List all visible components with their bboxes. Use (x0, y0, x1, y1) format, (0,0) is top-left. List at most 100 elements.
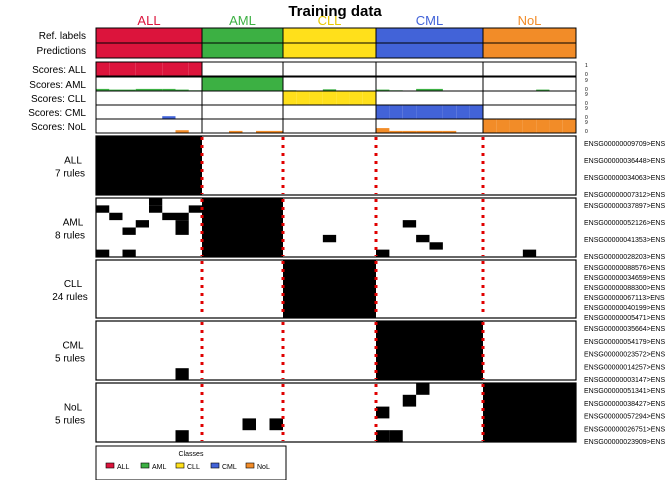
rule-block-fill-nol (483, 383, 576, 442)
score-tick-max: 9 (585, 120, 588, 126)
rule-id: ENSG00000037897>ENS (584, 203, 665, 210)
score-bar (322, 91, 337, 105)
rule-id: ENSG00000028203>ENS (584, 254, 665, 261)
rule-id: ENSG00000088300>ENS (584, 285, 665, 292)
legend-swatch-cml (210, 462, 220, 469)
rule-id: ENSG00000034063>ENS (584, 175, 665, 182)
class-header-all: ALL (137, 13, 160, 28)
rule-cell (175, 227, 189, 235)
score-bar (376, 89, 390, 91)
ref-labels-cell-aml (201, 27, 284, 44)
score-tick-max: 9 (585, 78, 588, 84)
score-bar (402, 105, 417, 119)
ref-labels-cell-cll (282, 27, 377, 44)
score-bar (429, 130, 443, 133)
predictions-cell-cll (282, 42, 377, 59)
score-cell-frame (282, 118, 377, 134)
rule-cell (416, 234, 430, 243)
score-tick-min: 0 (585, 115, 588, 121)
rule-id: ENSG00000057294>ENS (584, 414, 665, 421)
score-cell-frame (201, 61, 284, 77)
legend-swatch-cll (175, 462, 185, 469)
rule-id: ENSG00000034659>ENS (584, 275, 665, 282)
score-bar (122, 89, 136, 91)
score-bar (229, 130, 243, 133)
score-bar (202, 77, 216, 91)
score-bar (402, 130, 417, 133)
score-bar (469, 105, 483, 119)
score-bar (96, 88, 110, 91)
rule-cell (162, 212, 176, 221)
rule-id: ENSG00000005471>ENS (584, 315, 665, 322)
score-bar (269, 130, 283, 133)
rule-cell (96, 249, 110, 257)
score-bar (483, 119, 497, 133)
score-cell-frame (282, 76, 377, 92)
score-bar (109, 89, 123, 91)
score-bar (416, 88, 430, 91)
legend-swatch-aml (140, 462, 150, 469)
score-bar (175, 130, 189, 133)
rule-block-fill-cll (283, 260, 376, 318)
rule-id: ENSG00000041353>ENS (584, 237, 665, 244)
rule-id: ENSG00000088576>ENS (584, 265, 665, 272)
score-cell-frame (482, 104, 577, 120)
chart-title: Training data (288, 3, 382, 20)
rule-id: ENSG00000067113>ENS (584, 295, 665, 302)
score-bar (175, 62, 189, 76)
score-cell-frame (482, 90, 577, 106)
rule-block-frame (95, 135, 577, 196)
rule-id: ENSG00000026751>ENS (584, 426, 665, 433)
rule-block-fill-cml (376, 321, 483, 380)
rule-block-label-nol: NoL (64, 403, 83, 414)
score-tick-min: 0 (585, 87, 588, 93)
score-bar (549, 119, 563, 133)
score-bar (283, 91, 297, 105)
score-bar (188, 62, 202, 76)
predictions-cell-cml (375, 42, 484, 59)
rule-block-frame (95, 382, 577, 443)
score-bar (389, 105, 403, 119)
score-bar (336, 91, 350, 105)
score-row-label-cml: Scores: CML (28, 108, 86, 119)
score-cell-frame (375, 61, 484, 77)
score-bar (442, 130, 457, 133)
rule-cell (242, 418, 256, 431)
score-bar (109, 62, 123, 76)
score-cell-frame (282, 104, 377, 120)
rule-id: ENSG00000054179>ENS (584, 339, 665, 346)
rule-id: ENSG00000036448>ENS (584, 158, 665, 165)
score-bar (96, 62, 110, 76)
score-tick-min: 0 (585, 101, 588, 107)
rule-id: ENSG00000052126>ENS (584, 220, 665, 227)
score-bar (256, 77, 270, 91)
score-bar (362, 91, 376, 105)
rule-cell (109, 212, 123, 221)
predictions-row-label: Predictions (37, 46, 86, 57)
score-bar (442, 105, 457, 119)
score-bar (296, 91, 310, 105)
score-cell-frame (482, 61, 577, 77)
rule-cell (175, 430, 189, 442)
score-bar (309, 91, 323, 105)
rule-cell (389, 430, 403, 442)
ref-labels-cell-cml (375, 27, 484, 44)
score-bar (162, 116, 176, 119)
ref-labels-cell-nol (482, 27, 577, 44)
score-bar (322, 89, 337, 91)
score-bar (416, 105, 430, 119)
rule-id: ENSG00000051341>ENS (584, 388, 665, 395)
score-bar (429, 88, 443, 91)
score-tick-max: 9 (585, 106, 588, 112)
rule-block-count-all: 7 rules (55, 169, 85, 180)
rule-cell (149, 198, 163, 206)
score-cell-frame (282, 61, 377, 77)
score-bar (536, 119, 550, 133)
rule-id: ENSG00000035664>ENS (584, 326, 665, 333)
score-bar (562, 119, 576, 133)
score-bar (162, 88, 176, 91)
score-tick-max: 1 (585, 63, 588, 69)
score-bar (162, 62, 176, 76)
rule-block-fill-aml (202, 198, 283, 257)
